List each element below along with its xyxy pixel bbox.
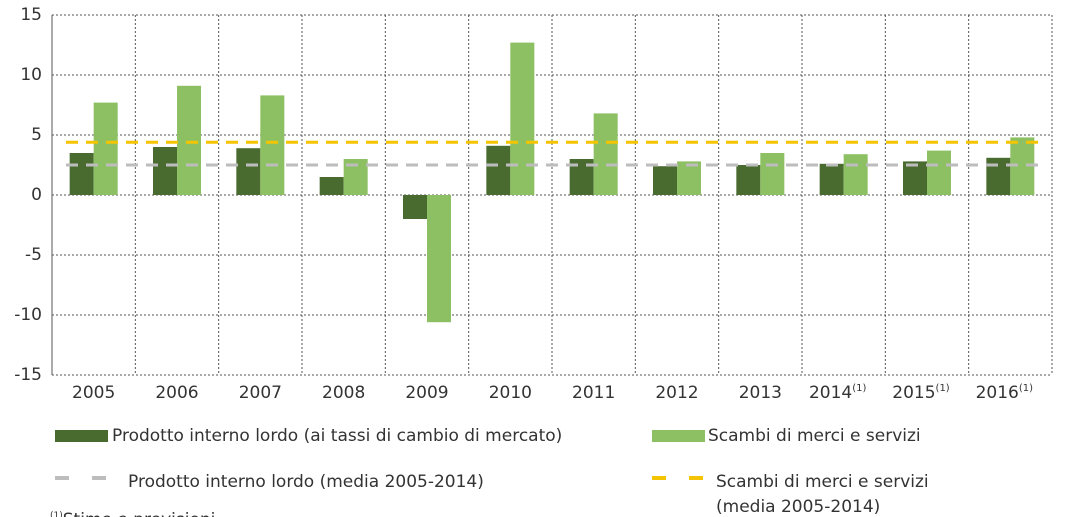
legend-swatch (55, 430, 108, 442)
y-tick-label: 0 (31, 185, 42, 205)
y-tick-label: 5 (31, 125, 42, 145)
bar (510, 42, 535, 195)
x-tick-label: 2008 (322, 383, 365, 403)
bar (986, 157, 1011, 195)
bar (403, 195, 427, 219)
bar (427, 195, 451, 323)
legend-line: (media 2005-2014) (716, 497, 880, 517)
bar (760, 153, 785, 195)
x-tick-text: 2015 (892, 383, 935, 403)
bar (819, 163, 844, 195)
y-tick-label: -10 (14, 305, 42, 325)
x-tick-label: 2010 (489, 383, 532, 403)
x-tick-label: 2012 (655, 383, 698, 403)
bar (903, 161, 927, 195)
x-tick-text: 2005 (72, 383, 115, 403)
bar (927, 150, 951, 195)
footnote-text: Stime e previsioni (63, 510, 216, 517)
x-tick-text: 2016 (976, 383, 1019, 403)
bar (69, 153, 94, 195)
x-tick-note: (1) (852, 383, 866, 394)
legend-line: Scambi di merci e servizi (716, 472, 929, 492)
bar (153, 147, 177, 195)
bar (319, 177, 344, 195)
legend-label: Scambi di merci e servizi (media 2005-201… (716, 472, 929, 517)
x-tick-text: 2008 (322, 383, 365, 403)
x-tick-label: 2015(1) (892, 383, 950, 403)
x-tick-text: 2013 (739, 383, 782, 403)
legend-label: Prodotto interno lordo (ai tassi di camb… (112, 426, 562, 446)
bar (93, 102, 118, 195)
x-tick-label: 2007 (239, 383, 282, 403)
bar (843, 154, 868, 195)
x-tick-label: 2005 (72, 383, 115, 403)
y-tick-label: 10 (20, 65, 42, 85)
bar (1010, 137, 1035, 195)
bar (736, 165, 761, 195)
x-tick-text: 2006 (155, 383, 198, 403)
x-tick-text: 2012 (655, 383, 698, 403)
y-tick-label: -5 (25, 245, 42, 265)
bar (260, 95, 285, 195)
legend-label: Prodotto interno lordo (media 2005-2014) (128, 472, 484, 492)
x-tick-label: 2014(1) (809, 383, 867, 403)
x-tick-label: 2016(1) (976, 383, 1034, 403)
y-tick-label: 15 (20, 5, 42, 25)
x-tick-note: (1) (936, 383, 950, 394)
footnote: (1)Stime e previsioni (50, 510, 215, 517)
y-tick-label: -15 (14, 365, 42, 385)
x-tick-label: 2011 (572, 383, 615, 403)
x-tick-text: 2014 (809, 383, 852, 403)
x-tick-text: 2010 (489, 383, 532, 403)
bar (236, 148, 261, 195)
legend-swatch (652, 430, 705, 442)
x-tick-label: 2009 (405, 383, 448, 403)
bar (593, 113, 618, 195)
bar (677, 161, 701, 195)
x-tick-note: (1) (1019, 383, 1033, 394)
x-tick-text: 2009 (405, 383, 448, 403)
bar (486, 145, 511, 195)
legend-label: Scambi di merci e servizi (708, 426, 921, 446)
x-tick-label: 2006 (155, 383, 198, 403)
x-tick-text: 2011 (572, 383, 615, 403)
bar (653, 166, 677, 195)
x-tick-label: 2013 (739, 383, 782, 403)
footnote-mark: (1) (50, 511, 63, 517)
x-tick-text: 2007 (239, 383, 282, 403)
bar (177, 85, 201, 195)
